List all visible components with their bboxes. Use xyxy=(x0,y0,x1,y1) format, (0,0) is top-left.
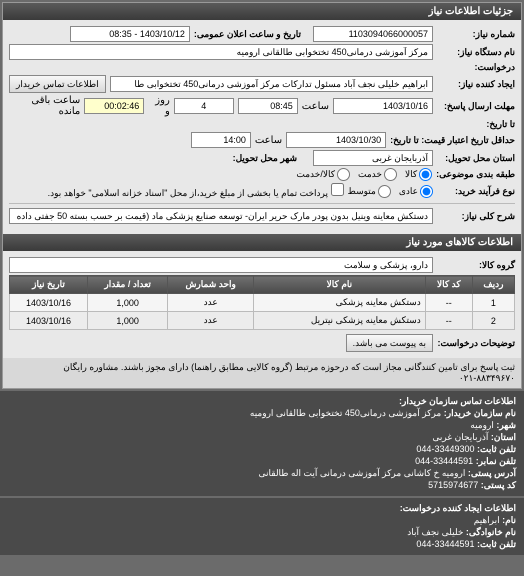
province-label: استان محل تحویل: xyxy=(437,153,515,164)
footer-note: ثبت پاسخ برای تامین کنندگانی مجاز است که… xyxy=(3,358,521,388)
reply-date-input[interactable] xyxy=(333,98,433,114)
key-text-input[interactable] xyxy=(9,208,433,224)
buyer-contact-button[interactable]: اطلاعات تماس خریدار xyxy=(9,75,106,93)
announce-label: تاریخ و ساعت اعلان عمومی: xyxy=(194,29,301,40)
radio-medium[interactable]: متوسط xyxy=(348,185,391,198)
col-unit: واحد شمارش xyxy=(168,276,254,294)
col-code: کد کالا xyxy=(425,276,472,294)
process-note: پرداخت تمام یا بخشی از مبلغ خرید،از محل … xyxy=(48,183,344,199)
radio-adi-input[interactable] xyxy=(420,185,433,198)
to-date-label: تا تاریخ: xyxy=(437,119,515,130)
days-input[interactable] xyxy=(174,98,234,114)
table-row[interactable]: 2 -- دستکش معاینه پزشکی نیتریل عدد 1,000… xyxy=(10,312,515,330)
group-label: گروه کالا: xyxy=(437,260,515,271)
radio-medium-input[interactable] xyxy=(378,185,391,198)
goods-table: ردیف کد کالا نام کالا واحد شمارش تعداد /… xyxy=(9,275,515,330)
need-details-panel: جزئیات اطلاعات نیاز شماره نیاز: تاریخ و … xyxy=(2,2,522,389)
need-no-label: شماره نیاز: xyxy=(437,29,515,40)
reply-time-input[interactable] xyxy=(238,98,298,114)
col-date: تاریخ نیاز xyxy=(10,276,88,294)
group-input[interactable] xyxy=(9,257,433,273)
panel-title: جزئیات اطلاعات نیاز xyxy=(3,3,521,20)
radio-kala-input[interactable] xyxy=(419,168,432,181)
announce-input[interactable] xyxy=(70,26,190,42)
col-row: ردیف xyxy=(472,276,514,294)
validity-date-input[interactable] xyxy=(286,132,386,148)
org-label: نام دستگاه نیاز: xyxy=(437,47,515,58)
creator-contact-block: اطلاعات ایجاد کننده درخواست: نام: ابراهی… xyxy=(0,498,524,555)
remain-time-input xyxy=(84,98,144,114)
buyer-contact-block: اطلاعات تماس سازمان خریدار: نام سازمان خ… xyxy=(0,391,524,496)
days-label: روز و xyxy=(148,95,169,117)
validity-time-input[interactable] xyxy=(191,132,251,148)
radio-adi[interactable]: عادی xyxy=(399,185,433,198)
radio-both[interactable]: کالا/خدمت xyxy=(296,168,350,181)
radio-kala[interactable]: کالا xyxy=(405,168,432,181)
col-qty: تعداد / مقدار xyxy=(88,276,168,294)
treasury-checkbox[interactable] xyxy=(331,183,344,196)
remain-label: ساعت باقی مانده xyxy=(9,95,80,117)
creator-input[interactable] xyxy=(110,76,433,92)
need-no-input[interactable] xyxy=(313,26,433,42)
contact-header: اطلاعات تماس سازمان خریدار: xyxy=(399,396,516,406)
class-radio-group: کالا خدمت کالا/خدمت xyxy=(296,168,432,181)
org-input[interactable] xyxy=(9,44,433,60)
desc-label: توضیحات درخواست: xyxy=(437,338,515,349)
city-label: شهر محل تحویل: xyxy=(219,153,297,164)
creator-contact-header: اطلاعات ایجاد کننده درخواست: xyxy=(400,503,516,513)
validity-time-label: ساعت xyxy=(255,135,282,146)
goods-section-title: اطلاعات کالاهای مورد نیاز xyxy=(3,234,521,251)
key-label: شرح کلی نیاز: xyxy=(437,211,515,222)
class-label: طبقه بندی موضوعی: xyxy=(436,169,515,180)
col-name: نام کالا xyxy=(254,276,426,294)
process-label: نوع فرآیند خرید: xyxy=(437,186,515,197)
radio-khadmat-input[interactable] xyxy=(384,168,397,181)
attachment-button[interactable]: به پیوست می باشد. xyxy=(346,334,433,352)
request-label: درخواست: xyxy=(437,62,515,73)
radio-both-input[interactable] xyxy=(337,168,350,181)
validity-label: حداقل تاریخ اعتبار قیمت: تا تاریخ: xyxy=(390,135,515,146)
province-input[interactable] xyxy=(313,150,433,166)
radio-khadmat[interactable]: خدمت xyxy=(358,168,397,181)
time-label: ساعت xyxy=(302,101,329,112)
table-row[interactable]: 1 -- دستکش معاینه پزشکی عدد 1,000 1403/1… xyxy=(10,294,515,312)
creator-label: ایجاد کننده نیاز: xyxy=(437,79,515,90)
process-radio-group: عادی متوسط xyxy=(348,185,433,198)
reply-deadline-label: مهلت ارسال پاسخ: xyxy=(437,101,515,112)
